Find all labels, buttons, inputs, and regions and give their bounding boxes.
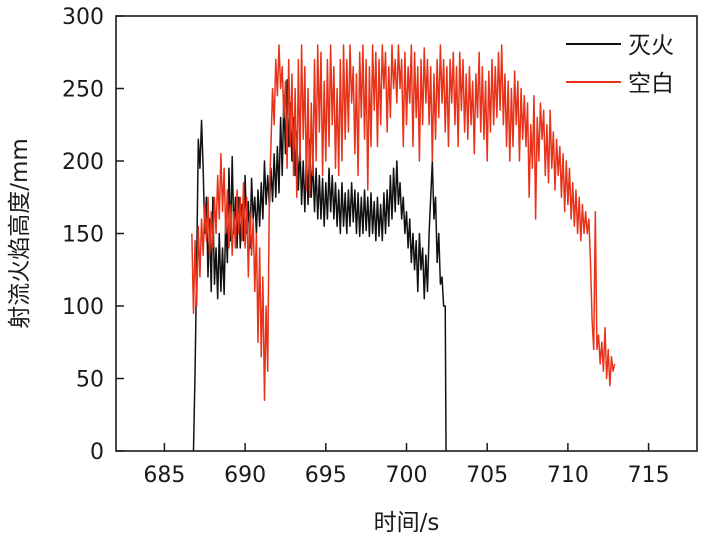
y-tick-label: 50 (76, 368, 104, 393)
x-axis-title: 时间/s (374, 510, 440, 536)
y-tick-label: 100 (62, 295, 104, 320)
y-tick-label: 0 (90, 440, 104, 465)
x-tick-label: 690 (224, 463, 266, 488)
x-tick-label: 705 (466, 463, 508, 488)
x-tick-label: 685 (143, 463, 185, 488)
y-tick-label: 300 (62, 5, 104, 30)
series-line-blank (191, 44, 616, 401)
series-line-extinguish (192, 79, 447, 452)
series-layer (191, 44, 616, 452)
y-tick-label: 250 (62, 78, 104, 103)
x-tick-label: 700 (386, 463, 428, 488)
x-axis: 685 690 695 700 705 710 715 (143, 443, 670, 488)
y-axis: 0 50 100 150 200 250 300 (62, 5, 124, 465)
x-tick-label: 695 (305, 463, 347, 488)
y-tick-label: 200 (62, 150, 104, 175)
y-axis-title: 射流火焰高度/mm (7, 138, 33, 329)
legend-label: 灭火 (628, 33, 674, 59)
y-tick-label: 150 (62, 223, 104, 248)
x-tick-label: 710 (547, 463, 589, 488)
legend-label: 空白 (628, 71, 674, 97)
x-tick-label: 715 (628, 463, 670, 488)
